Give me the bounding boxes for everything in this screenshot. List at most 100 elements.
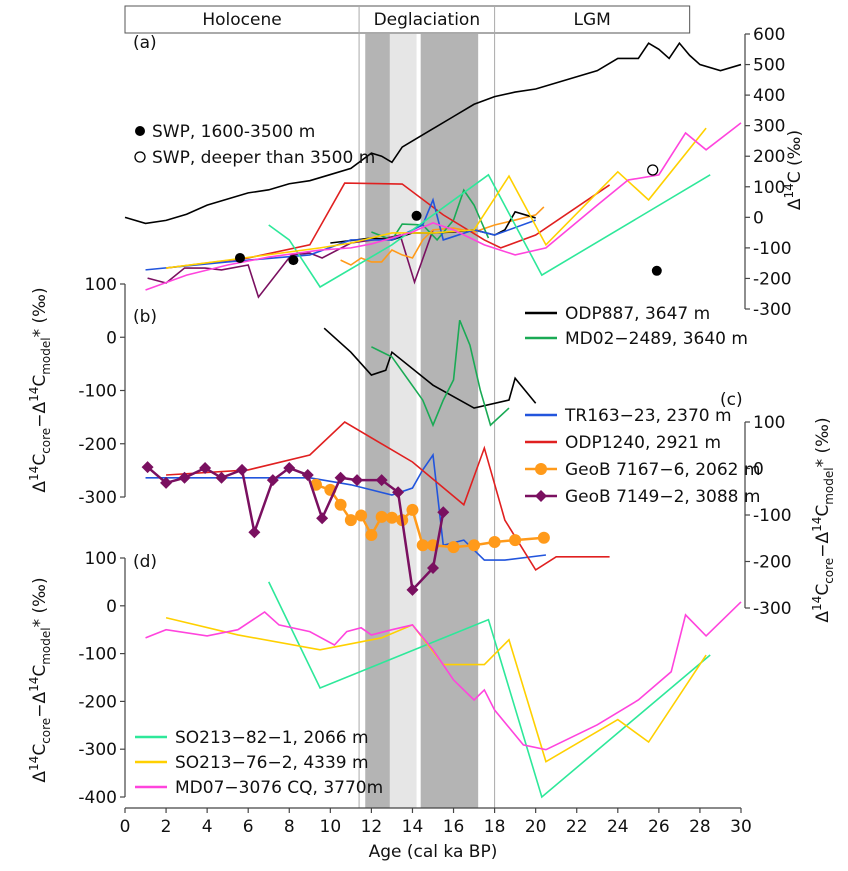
legend-label: MD02−2489, 3640 m — [565, 329, 748, 349]
y-axis-label-part: Δ — [30, 771, 50, 783]
y-tick-label: 600 — [753, 25, 785, 45]
point — [236, 463, 249, 476]
y-tick-label: -200 — [78, 692, 117, 712]
point — [375, 474, 388, 487]
y-axis-label-part: * (‰) — [30, 287, 50, 337]
point — [301, 469, 314, 482]
y-tick-label: -100 — [753, 506, 792, 526]
y-tick-label: -200 — [78, 435, 117, 455]
point — [651, 265, 662, 276]
x-tick-label: 12 — [361, 817, 383, 837]
series-line — [371, 319, 510, 428]
y-axis-label-part: Δ — [813, 611, 833, 623]
y-axis-label-part: model — [822, 467, 836, 504]
point — [537, 531, 550, 544]
y-axis-label-part: C — [30, 744, 50, 756]
panel-label: (b) — [133, 307, 157, 327]
legend-label: MD07−3076 CQ, 3770m — [175, 778, 383, 798]
y-tick-label: -200 — [753, 553, 792, 573]
series-line — [165, 616, 707, 763]
x-tick-label: 4 — [202, 817, 213, 837]
y-tick-label: -100 — [753, 239, 792, 259]
y-tick-label: -100 — [78, 382, 117, 402]
point — [647, 164, 659, 176]
series-line — [323, 327, 537, 409]
x-tick-label: 14 — [402, 817, 424, 837]
y-axis-label-part: Δ — [30, 481, 50, 493]
y-axis-label-part: 14 — [810, 517, 824, 532]
panel-label: (a) — [133, 33, 157, 53]
y-tick-label: 100 — [753, 413, 785, 433]
y-tick-label: 100 — [85, 549, 117, 569]
period-label: LGM — [573, 10, 610, 30]
point — [248, 526, 261, 539]
y-axis-label-part: * (‰) — [30, 577, 50, 627]
legend-label: TR163−23, 2370 m — [564, 406, 732, 426]
series-line — [371, 188, 490, 242]
legend-label: GeoB 7149−2, 3088 m — [565, 487, 760, 507]
y-tick-label: 300 — [753, 117, 785, 137]
y-axis-label-part: C — [813, 584, 833, 596]
legend-label: SWP, 1600-3500 m — [152, 122, 315, 142]
series-line — [145, 452, 547, 561]
panel-label: (c) — [720, 390, 743, 410]
point — [288, 255, 299, 266]
y-tick-label: -300 — [78, 740, 117, 760]
point — [427, 562, 439, 575]
series-line — [165, 127, 707, 269]
x-tick-label: 22 — [566, 817, 588, 837]
series-line — [268, 173, 711, 289]
x-tick-label: 24 — [607, 817, 629, 837]
series-line — [124, 41, 742, 225]
x-axis-label: Age (cal ka BP) — [369, 842, 498, 862]
point — [447, 541, 460, 554]
x-tick-label: 30 — [730, 817, 752, 837]
y-tick-label: -100 — [78, 645, 117, 665]
point — [488, 535, 501, 548]
point — [199, 462, 212, 475]
legend-marker — [134, 151, 146, 163]
period-label: Deglaciation — [374, 10, 481, 30]
x-tick-label: 26 — [648, 817, 670, 837]
series-line — [165, 182, 611, 269]
series-line — [145, 197, 536, 271]
x-tick-label: 18 — [484, 817, 506, 837]
y-axis-label-part: Δ — [785, 198, 805, 210]
period-box — [124, 5, 691, 34]
point — [375, 510, 388, 523]
y-axis-label-part: 14 — [27, 387, 41, 402]
legend-marker — [535, 463, 547, 475]
point — [234, 252, 245, 263]
y-tick-label: 100 — [85, 275, 117, 295]
point — [468, 539, 481, 552]
shaded-interval — [420, 34, 479, 808]
y-axis-label: Δ14C (‰) — [782, 130, 805, 210]
series-line — [145, 601, 742, 751]
y-axis-label: Δ14Ccore−Δ14Cmodel* (‰) — [27, 577, 53, 782]
legend-label: SO213−82−1, 2066 m — [175, 728, 369, 748]
point — [178, 471, 191, 484]
point — [416, 539, 429, 552]
point — [334, 498, 347, 511]
y-axis-label-part: −Δ — [30, 692, 50, 718]
legend-marker — [535, 490, 547, 502]
point — [411, 210, 422, 221]
legend-label: ODP887, 3647 m — [565, 304, 710, 324]
x-tick-label: 8 — [284, 817, 295, 837]
point — [160, 476, 173, 489]
legend-marker — [135, 126, 145, 136]
y-axis-label-part: model — [39, 337, 53, 374]
y-axis-label-part: −Δ — [30, 402, 50, 428]
point — [141, 461, 154, 474]
point — [344, 514, 357, 527]
y-tick-label: -200 — [753, 269, 792, 289]
point — [365, 528, 378, 541]
series-line — [145, 122, 742, 291]
y-axis-label: Δ14Ccore−Δ14Cmodel* (‰) — [810, 417, 836, 622]
point — [266, 474, 279, 487]
legend-label: SO213−76−2, 4339 m — [175, 753, 369, 773]
x-tick-label: 6 — [243, 817, 254, 837]
panel-label: (d) — [133, 552, 157, 572]
